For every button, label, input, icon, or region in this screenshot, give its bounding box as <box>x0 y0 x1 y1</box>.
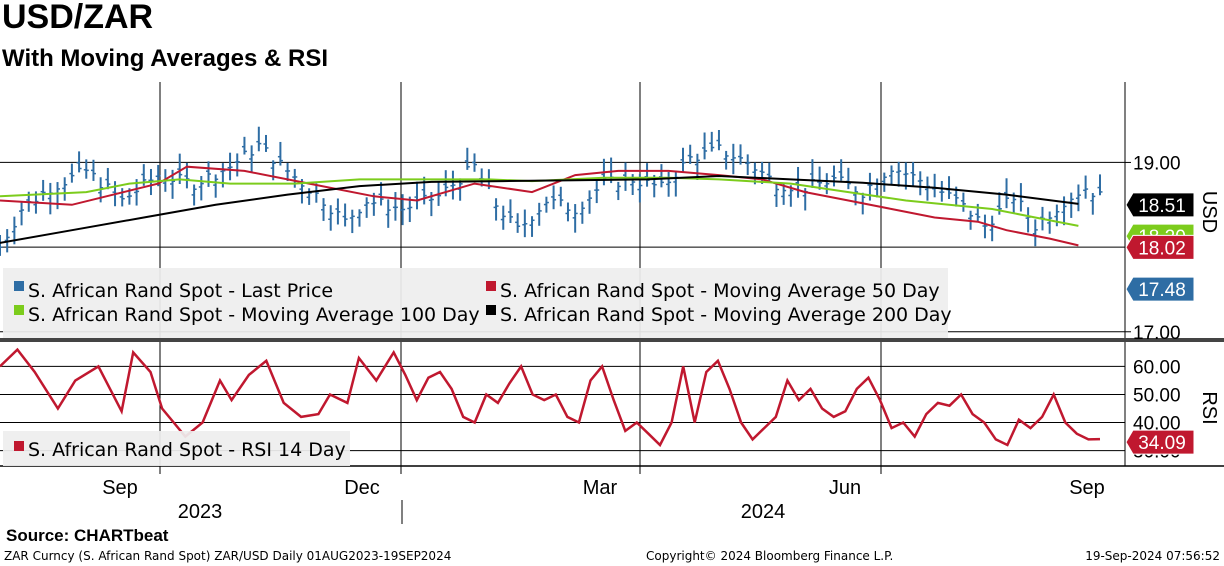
legend-swatch <box>486 305 496 315</box>
ma50-value-tag-bg <box>1125 234 1195 260</box>
rsi-line <box>0 347 1101 448</box>
price-axis-label: USD <box>1198 191 1220 233</box>
axis-labels: 17.0019.00USD30.0040.0050.0060.00RSI18.5… <box>102 153 1220 523</box>
footer-copyright: Copyright© 2024 Bloomberg Finance L.P. <box>646 549 894 563</box>
price-value-tag: 17.48 <box>1125 276 1195 302</box>
rsi-legend-swatch <box>14 441 24 451</box>
rsi-value-tag-bg <box>1125 429 1195 455</box>
rsi-tick-label: 50.00 <box>1133 385 1181 406</box>
legend-swatch <box>14 305 24 315</box>
rsi-value-tag: 34.09 <box>1125 429 1195 455</box>
ma200-line <box>0 174 1079 244</box>
year-label: 2023 <box>178 501 223 523</box>
month-tick-label: Dec <box>344 477 380 499</box>
rsi-legend-label: S. African Rand Spot - RSI 14 Day <box>28 439 346 461</box>
legend-swatch <box>486 281 496 291</box>
rsi-value-tag-text: 34.09 <box>1138 433 1186 454</box>
footer-timestamp: 19-Sep-2024 07:56:52 <box>1085 549 1220 563</box>
legend-swatch <box>14 281 24 291</box>
month-tick-label: Mar <box>583 477 618 499</box>
ma50-value-tag-text: 18.02 <box>1138 238 1186 259</box>
ma200-value-tag: 18.51 <box>1125 192 1195 218</box>
legend-entry-label: S. African Rand Spot - Last Price <box>28 280 333 302</box>
price-tick-label: 19.00 <box>1133 153 1181 174</box>
rsi-legend-box <box>3 431 350 466</box>
month-tick-label: Sep <box>102 477 138 499</box>
ma200-value-tag-text: 18.51 <box>1138 196 1186 217</box>
series-layer <box>0 126 1103 448</box>
year-label: 2024 <box>741 501 786 523</box>
ma50-value-tag: 18.02 <box>1125 234 1195 260</box>
price-value-tag-bg <box>1125 276 1195 302</box>
legend-entry-label: S. African Rand Spot - Moving Average 10… <box>28 304 480 326</box>
price-value-tag-text: 17.48 <box>1138 280 1186 301</box>
rsi-tick-label: 40.00 <box>1133 414 1181 435</box>
rsi-axis-label: RSI <box>1198 391 1220 424</box>
price-legend-box <box>3 268 948 338</box>
month-tick-label: Jun <box>829 477 861 499</box>
legend-entry-label: S. African Rand Spot - Moving Average 20… <box>500 304 952 326</box>
rsi-tick-label: 60.00 <box>1133 357 1181 378</box>
source-note: Source: CHARTbeat <box>6 526 169 545</box>
ma200-value-tag-bg <box>1125 192 1195 218</box>
chart-subtitle: With Moving Averages & RSI <box>2 45 329 72</box>
month-tick-label: Sep <box>1069 477 1105 499</box>
chart-title: USD/ZAR <box>2 0 154 36</box>
legend-entry-label: S. African Rand Spot - Moving Average 50… <box>500 280 940 302</box>
legend: S. African Rand Spot - Last Price S. Afri… <box>3 268 952 466</box>
price-tick-label: 17.00 <box>1133 323 1181 344</box>
ma50-line <box>0 165 1079 247</box>
footer-ticker-info: ZAR Curncy (S. African Rand Spot) ZAR/US… <box>4 549 452 563</box>
